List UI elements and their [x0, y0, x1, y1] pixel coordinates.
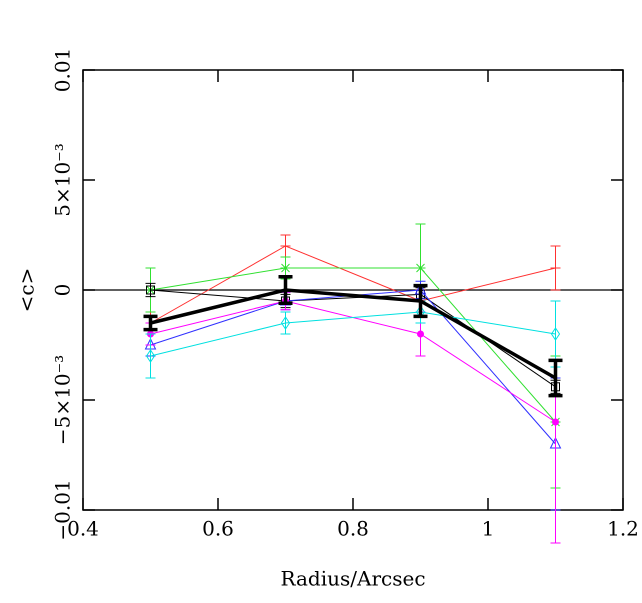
y-tick-label: 0 — [51, 284, 75, 297]
y-tick-label: 5×10⁻³ — [51, 143, 75, 217]
series-line — [150, 300, 556, 423]
y-tick-label: −5×10⁻³ — [51, 355, 75, 445]
y-axis-label: <c> — [15, 268, 39, 313]
error-bar — [278, 275, 293, 305]
marker — [550, 263, 561, 273]
marker — [552, 418, 559, 426]
series-line — [150, 289, 556, 388]
series-line — [150, 245, 556, 324]
error-bar — [413, 283, 428, 319]
marker — [145, 349, 156, 363]
series-line — [150, 267, 556, 423]
marker — [146, 285, 155, 295]
marker — [415, 263, 426, 273]
x-tick-label: 0.4 — [67, 517, 99, 541]
x-axis-label: Radius/Arcsec — [280, 567, 425, 591]
error-bar — [548, 358, 563, 398]
marker — [280, 316, 291, 330]
marker — [417, 330, 424, 338]
series-line — [150, 288, 557, 380]
series-line — [150, 289, 556, 445]
error-bar — [145, 333, 156, 379]
x-tick-label: 1.2 — [607, 517, 639, 541]
x-tick-label: 0.8 — [337, 517, 369, 541]
x-tick-label: 0.6 — [202, 517, 234, 541]
series-line — [150, 311, 556, 357]
marker — [280, 263, 291, 273]
y-tick-label: 0.01 — [51, 48, 75, 93]
marker — [550, 327, 561, 341]
y-tick-label: −0.01 — [51, 479, 75, 540]
marker — [280, 241, 291, 251]
x-tick-label: 1 — [482, 517, 495, 541]
error-bar — [280, 311, 291, 335]
error-bar — [143, 314, 158, 332]
